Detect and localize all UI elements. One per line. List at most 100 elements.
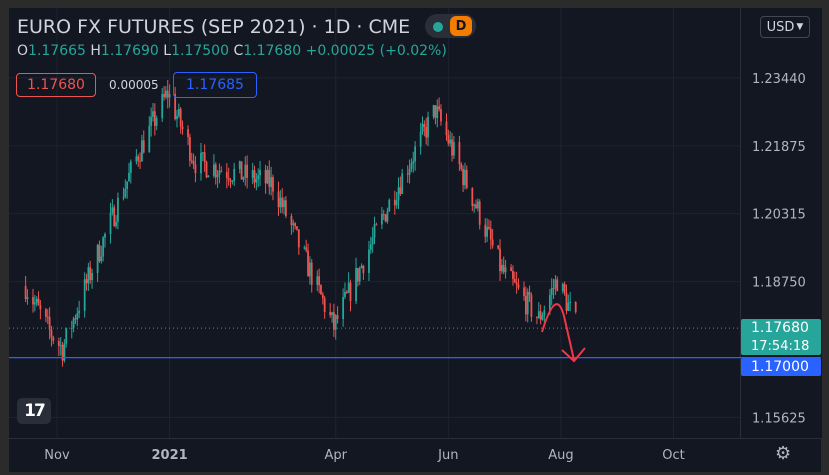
- candle-body: [419, 131, 422, 147]
- candle-body: [561, 283, 564, 292]
- candle-body: [323, 298, 326, 313]
- open-label: O: [17, 43, 29, 59]
- currency-button[interactable]: USD ▼: [760, 16, 810, 38]
- candle-body: [414, 146, 417, 162]
- candle-body: [408, 168, 411, 175]
- candle-body: [100, 256, 103, 262]
- last-price-label: 1.17680: [741, 319, 821, 338]
- candle-body: [550, 287, 553, 295]
- candle-body: [427, 116, 429, 138]
- candle-body: [307, 250, 309, 277]
- candle-body: [89, 267, 92, 281]
- close-value: 1.17680: [243, 43, 302, 59]
- candle-body: [161, 94, 164, 119]
- candle-body: [135, 156, 138, 162]
- candle-body: [512, 270, 514, 279]
- candle-body: [124, 189, 127, 198]
- countdown-label: 17:54:18: [741, 337, 821, 356]
- gear-icon[interactable]: ⚙: [775, 443, 792, 464]
- candle-body: [332, 312, 335, 330]
- candle-body: [556, 279, 559, 292]
- candle-body: [460, 163, 463, 170]
- candle-body: [76, 313, 79, 320]
- candle-body: [524, 296, 527, 315]
- x-tick-label: Oct: [662, 448, 684, 463]
- candle-body: [497, 245, 500, 249]
- low-value: 1.17500: [171, 43, 229, 59]
- candle-body: [369, 244, 372, 250]
- candle-body: [526, 291, 529, 315]
- symbol-title[interactable]: EURO FX FUTURES (SEP 2021) · 1D · CME: [17, 16, 411, 38]
- candle-body: [476, 201, 479, 209]
- candle-body: [528, 291, 531, 296]
- candle-body: [569, 301, 572, 303]
- tradingview-logo[interactable]: 17: [17, 398, 51, 424]
- candle-body: [438, 106, 441, 110]
- candle-body: [536, 316, 538, 318]
- candle-body: [176, 115, 178, 120]
- candle-body: [406, 173, 409, 175]
- market-status-dot: [433, 22, 443, 32]
- candle-body: [452, 142, 455, 156]
- close-label: C: [233, 43, 244, 59]
- candle-body: [486, 226, 489, 237]
- candle-body: [37, 298, 40, 306]
- candle-body: [567, 302, 570, 311]
- high-label: H: [90, 43, 101, 59]
- candle-body: [96, 244, 99, 274]
- candle-body: [281, 197, 284, 208]
- y-tick-label: 1.20315: [752, 208, 806, 223]
- candle-body: [122, 197, 125, 199]
- candle-body: [61, 344, 64, 361]
- candle-body: [292, 223, 295, 226]
- candle-body: [308, 262, 311, 277]
- y-tick-label: 1.15625: [752, 411, 806, 426]
- candle-body: [39, 305, 42, 310]
- candle-body: [227, 177, 230, 181]
- candle-body: [240, 161, 243, 180]
- candle-body: [63, 343, 66, 361]
- candle-body: [65, 328, 68, 344]
- candle-body: [200, 152, 202, 174]
- sell-button[interactable]: 1.17680: [16, 73, 96, 97]
- candle-body: [484, 224, 487, 237]
- time-axis[interactable]: [9, 438, 821, 472]
- candle-body: [537, 311, 540, 318]
- x-tick-label: Apr: [324, 448, 347, 463]
- candle-body: [177, 108, 180, 116]
- candle-body: [229, 180, 232, 182]
- candle-body: [489, 228, 492, 240]
- candle-body: [296, 226, 298, 230]
- candle-body: [32, 297, 34, 305]
- candle-body: [98, 244, 101, 262]
- candle-body: [384, 214, 387, 222]
- candle-body: [113, 207, 116, 227]
- candle-body: [85, 279, 88, 284]
- low-label: L: [163, 43, 172, 59]
- candle-body: [26, 297, 29, 300]
- annotation-arrow-head: [561, 347, 586, 363]
- candle-body: [360, 265, 363, 268]
- buy-button[interactable]: 1.17685: [173, 72, 257, 98]
- candle-body: [91, 273, 93, 281]
- candle-body: [48, 317, 51, 330]
- delayed-badge[interactable]: D: [450, 16, 472, 36]
- candle-body: [465, 169, 468, 188]
- spread-value: 0.00005: [109, 78, 159, 92]
- candle-body: [515, 282, 518, 285]
- candle-body: [412, 161, 415, 164]
- candle-body: [305, 247, 308, 251]
- level-price-value: 1.17000: [751, 358, 809, 375]
- candle-body: [523, 287, 525, 297]
- candle-body: [321, 294, 324, 299]
- candle-body: [358, 267, 361, 282]
- candle-body: [294, 223, 297, 227]
- candle-body: [517, 284, 520, 288]
- candle-body: [251, 170, 254, 178]
- x-tick-label: 2021: [152, 448, 188, 463]
- candle-body: [166, 90, 169, 98]
- candle-body: [336, 315, 339, 319]
- candle-body: [126, 181, 129, 190]
- x-tick-label: Aug: [548, 448, 573, 463]
- candle-body: [355, 268, 357, 302]
